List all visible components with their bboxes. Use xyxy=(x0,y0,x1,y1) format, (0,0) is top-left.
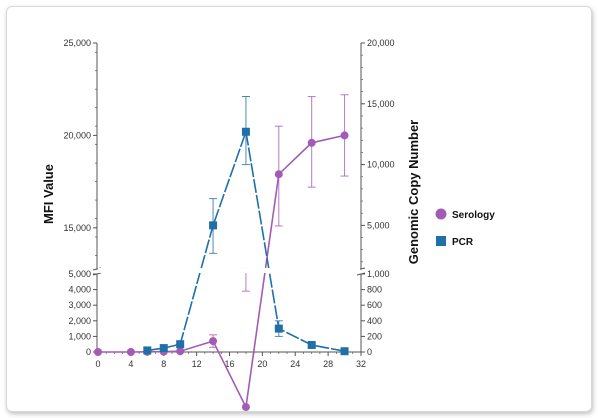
pcr-point xyxy=(340,347,349,356)
left-axis-tick-label: 0 xyxy=(86,347,91,357)
left-axis-tick-label: 25,000 xyxy=(63,38,91,48)
left-axis-tick-label: 4,000 xyxy=(68,285,91,295)
x-axis-tick-label: 0 xyxy=(95,359,100,369)
pcr-point xyxy=(176,340,185,349)
serology-point xyxy=(307,138,316,147)
left-axis-tick-label: 1,000 xyxy=(68,331,91,341)
x-axis-tick-label: 12 xyxy=(192,359,202,369)
x-axis-tick-label: 24 xyxy=(290,359,300,369)
serology-point xyxy=(241,403,250,412)
serology-point xyxy=(274,170,283,179)
right-axis-tick-label: 800 xyxy=(367,285,382,295)
left-axis-tick-label: 5,000 xyxy=(68,269,91,279)
right-axis-tick-label: 200 xyxy=(367,331,382,341)
legend-label-serology: Serology xyxy=(452,210,495,221)
left-axis-tick-label: 2,000 xyxy=(68,316,91,326)
series-layer xyxy=(94,94,349,412)
legend: Serology PCR xyxy=(435,208,495,248)
pcr-point xyxy=(209,221,218,230)
x-axis-tick-label: 32 xyxy=(356,359,366,369)
x-axis-tick-label: 20 xyxy=(257,359,267,369)
right-axis-tick-label: 15,000 xyxy=(367,99,395,109)
serology-line xyxy=(98,134,345,410)
right-axis-tick-label: 0 xyxy=(367,347,372,357)
serology-point xyxy=(209,337,218,346)
x-axis-tick-label: 4 xyxy=(128,359,133,369)
pcr-point xyxy=(274,324,283,333)
left-y-axis: 0 1,000 2,000 3,000 4,000 5,000 15,000 20,000 25… xyxy=(63,38,102,357)
right-axis-tick-label: 20,000 xyxy=(367,38,395,48)
right-axis-tick-label: 10,000 xyxy=(367,160,395,170)
pcr-point xyxy=(307,340,316,349)
serology-point xyxy=(176,347,185,356)
x-axis: 0 4 8 12 16 20 24 28 32 xyxy=(95,351,366,369)
chart-card xyxy=(6,6,592,412)
left-axis-tick-label: 15,000 xyxy=(63,223,91,233)
serology-point xyxy=(340,131,349,140)
right-axis-title: Genomic Copy Number xyxy=(406,120,421,264)
left-axis-tick-label: 3,000 xyxy=(68,300,91,310)
pcr-point xyxy=(143,346,152,355)
legend-label-pcr: PCR xyxy=(452,237,474,248)
right-axis-tick-label: 600 xyxy=(367,300,382,310)
x-axis-tick-label: 28 xyxy=(323,359,333,369)
x-axis-tick-label: 8 xyxy=(161,359,166,369)
axis-break-gap xyxy=(98,268,360,273)
left-axis-title: MFI Value xyxy=(41,164,56,224)
pcr-point xyxy=(241,127,250,136)
x-axis-tick-label: 16 xyxy=(224,359,234,369)
left-axis-tick-label: 20,000 xyxy=(63,130,91,140)
serology-point xyxy=(94,348,102,356)
right-axis-tick-label: 400 xyxy=(367,316,382,326)
right-axis-tick-label: 5,000 xyxy=(367,220,390,230)
right-axis-tick-label: 1,000 xyxy=(367,269,390,279)
legend-marker-pcr xyxy=(436,236,446,246)
pcr-point xyxy=(159,344,168,353)
legend-marker-serology xyxy=(435,208,447,220)
serology-point xyxy=(126,348,135,356)
right-y-axis: 0 200 400 600 800 1,000 5,000 10,000 15,000 20,00… xyxy=(356,38,395,357)
